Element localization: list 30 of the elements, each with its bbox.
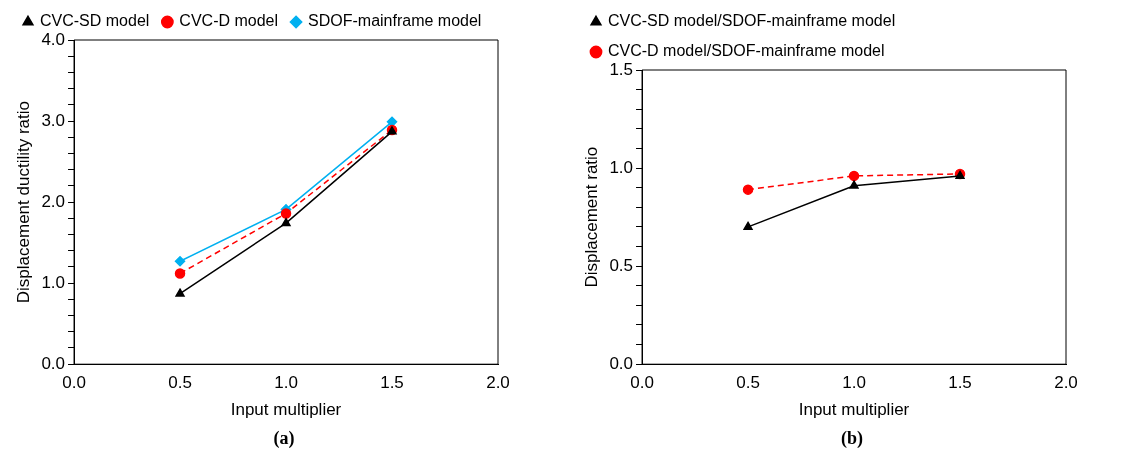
y-tick-label: 1.0 bbox=[609, 157, 634, 177]
y-tick-label: 2.0 bbox=[41, 191, 66, 211]
x-tick-label: 0.0 bbox=[62, 373, 86, 393]
legend-label: CVC-SD model bbox=[40, 12, 150, 30]
text: (a) bbox=[272, 428, 296, 449]
x-tick-label: 2.0 bbox=[486, 373, 510, 393]
legend-label: CVC-D model/SDOF-mainframe model bbox=[608, 42, 885, 60]
x-tick-label: 0.0 bbox=[630, 373, 654, 393]
y-tick-label: 0.0 bbox=[41, 353, 66, 373]
y-axis-title: Displacement ductility ratio bbox=[13, 101, 33, 304]
y-tick-label: 4.0 bbox=[41, 29, 66, 49]
text: (b) bbox=[840, 428, 864, 449]
legend-label: CVC-D model bbox=[179, 12, 279, 30]
legend-label: CVC-SD model/SDOF-mainframe model bbox=[608, 12, 896, 30]
x-tick-label: 1.5 bbox=[948, 373, 972, 393]
y-tick-label: 3.0 bbox=[41, 110, 66, 130]
legend-label: SDOF-mainframe model bbox=[308, 12, 482, 30]
y-tick-label: 0.0 bbox=[609, 353, 634, 373]
x-tick-label: 1.0 bbox=[842, 373, 866, 393]
y-tick-label: 0.5 bbox=[609, 255, 634, 275]
x-tick-label: 2.0 bbox=[1054, 373, 1078, 393]
x-tick-label: 1.0 bbox=[274, 373, 298, 393]
y-tick-label: 1.0 bbox=[41, 272, 66, 292]
x-tick-label: 0.5 bbox=[168, 373, 192, 393]
y-axis-title: Displacement ratio bbox=[581, 146, 601, 288]
y-tick-label: 1.5 bbox=[609, 59, 634, 79]
x-axis-title: Input multiplier bbox=[798, 400, 910, 420]
x-axis-title: Input multiplier bbox=[230, 400, 342, 420]
x-tick-label: 1.5 bbox=[380, 373, 404, 393]
x-tick-label: 0.5 bbox=[736, 373, 760, 393]
